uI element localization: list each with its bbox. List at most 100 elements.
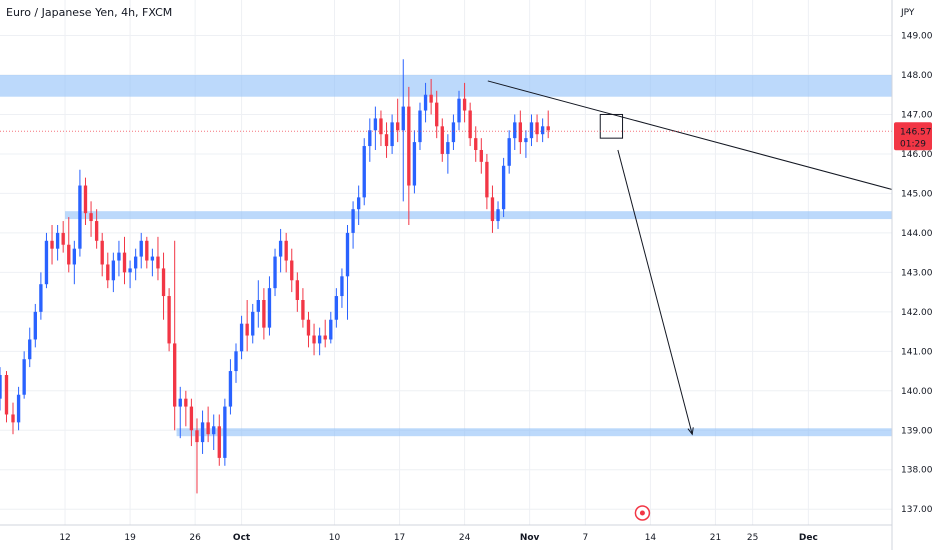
candle [474,126,478,162]
time-tick-label: 10 [329,533,341,543]
candle-body [362,146,366,198]
candle [306,311,311,348]
candle-body [334,296,339,320]
candle-body [78,185,82,249]
candle [139,232,143,269]
candle [507,130,511,174]
candle-body [117,252,121,261]
candle [122,236,127,285]
candle-body [345,232,350,277]
candle-body [178,398,182,407]
projection-arrow-head [687,427,694,436]
candle-body [83,185,88,214]
candle-body [457,98,461,123]
candle-body [384,134,389,147]
candle-body [518,122,523,143]
candle-body [513,122,517,139]
candle [323,319,327,348]
candle [440,118,444,162]
candle [212,414,216,450]
candle-body [16,394,21,423]
candle [200,410,205,454]
candle [396,98,400,143]
candle-body [524,138,528,143]
candle-body [245,323,249,336]
candle-body [462,98,467,111]
candle-body [217,426,221,458]
candle-body [440,126,444,154]
candle [217,414,221,466]
candle [362,138,366,206]
candle [278,228,283,273]
candle [111,252,116,293]
candle [462,82,467,123]
candle [94,209,99,249]
candle [334,288,339,328]
candle [546,110,550,139]
time-tick-label: 25 [747,533,758,543]
candle [535,114,539,143]
candle-body [184,398,188,407]
candle-body [256,300,260,312]
candle-body [368,130,372,147]
candle-body [44,240,49,285]
price-tick-label: 148.000 [901,71,932,81]
candle-body [0,375,2,399]
event-marker-dot [639,510,645,516]
price-tick-label: 141.000 [901,347,932,357]
candle-body [529,122,534,139]
candle [356,185,361,225]
candle-body [212,426,216,435]
candle [4,371,9,423]
candle [234,343,238,383]
candle-body [435,102,439,127]
candle [223,398,227,466]
candle [529,114,534,147]
candle-body [239,323,244,352]
candle [540,118,545,143]
candle-body [373,118,378,131]
candle [379,110,383,147]
candle [457,90,461,131]
event-marker-icon [634,505,651,521]
candle [501,157,506,218]
time-tick-label: 14 [645,533,657,543]
candle-body [111,260,116,281]
candle [351,201,355,249]
candle-body [340,276,344,297]
candle [145,236,149,269]
candle-body [89,213,93,222]
candle [50,225,54,265]
candle-body [156,256,160,269]
support-resistance-zones [0,75,892,437]
candle [83,177,88,225]
candle [451,114,456,150]
candle-body [50,240,54,249]
candle [78,169,82,257]
price-zone [0,75,892,97]
candle-body [122,252,127,273]
candle [89,201,93,237]
candle [28,327,32,368]
projection-arrow-line [617,149,693,435]
candle-body [540,126,545,135]
candle-body [451,122,456,143]
price-tick-label: 149.000 [901,32,932,42]
candle-body [206,422,210,435]
candle [228,359,233,415]
candle [368,118,372,162]
candle [267,276,272,336]
candle-body [496,209,500,222]
candle-body [390,122,394,147]
candle-body [189,406,194,431]
candle [262,288,266,340]
price-tick-label: 140.000 [901,387,932,397]
candle [195,418,199,494]
price-tick-label: 138.000 [901,466,932,476]
candle [0,367,2,411]
candle-body [150,256,155,261]
candle-body [11,414,15,423]
candle-body [306,319,311,336]
